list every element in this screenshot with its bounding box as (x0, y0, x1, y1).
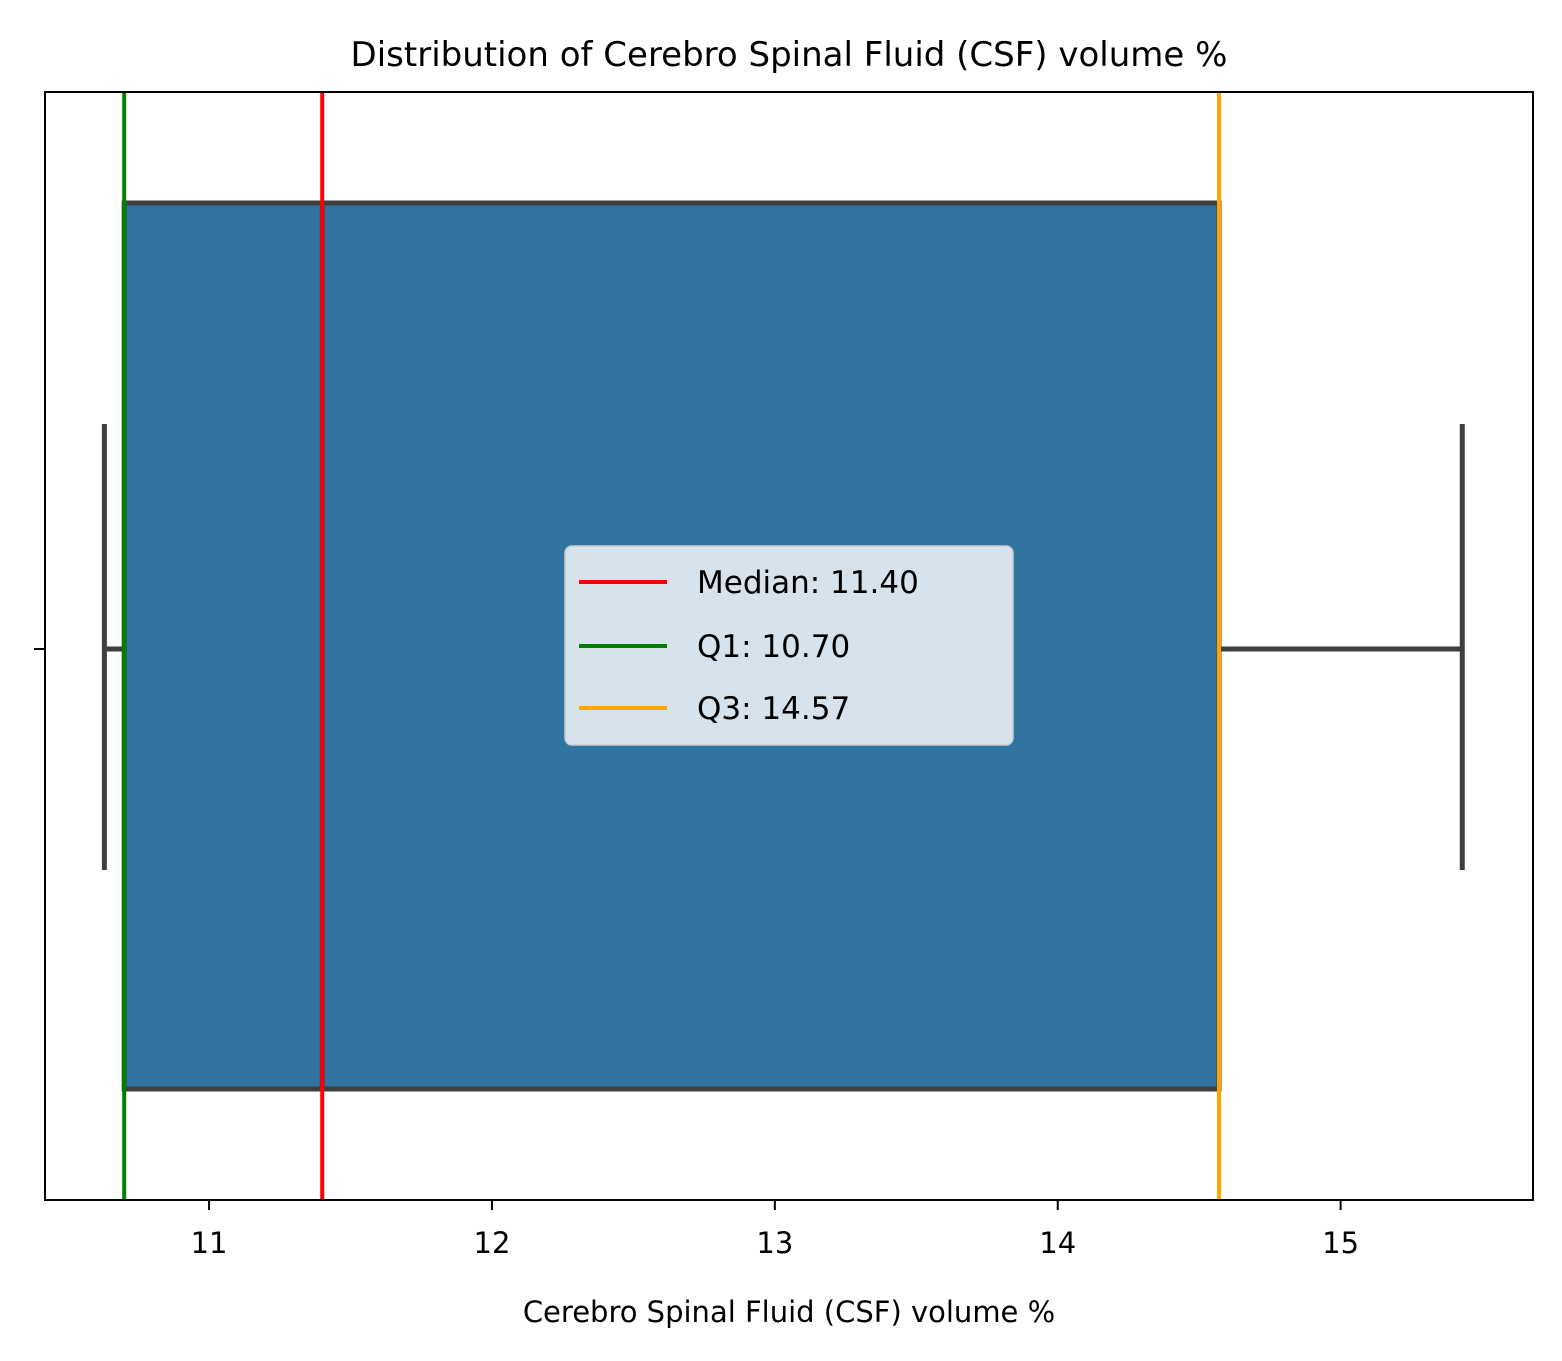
x-tick-label: 15 (1322, 1226, 1359, 1260)
x-tick-label: 14 (1039, 1226, 1076, 1260)
legend-box (564, 545, 1014, 746)
legend-label: Q1: 10.70 (697, 629, 850, 665)
x-tick-label: 13 (756, 1226, 793, 1260)
legend: Median: 11.40 Q1: 10.70 Q3: 14.57 (564, 545, 1014, 746)
x-tick-label: 11 (191, 1226, 228, 1260)
x-axis-ticks: 11 12 13 14 15 (191, 1200, 1359, 1260)
x-axis-label: Cerebro Spinal Fluid (CSF) volume % (523, 1295, 1055, 1329)
legend-entry-q1: Q1: 10.70 (579, 629, 850, 665)
plot-frame (44, 91, 1534, 1201)
legend-label: Q3: 14.57 (697, 691, 850, 727)
x-tick-label: 12 (474, 1226, 511, 1260)
legend-label: Median: 11.40 (697, 565, 919, 601)
legend-entries: Median: 11.40 Q1: 10.70 Q3: 14.57 (579, 565, 919, 727)
chart-title: Distribution of Cerebro Spinal Fluid (CS… (351, 35, 1228, 75)
reference-lines (122, 92, 1221, 1200)
legend-entry-median: Median: 11.40 (579, 565, 919, 601)
legend-entry-q3: Q3: 14.57 (579, 691, 850, 727)
